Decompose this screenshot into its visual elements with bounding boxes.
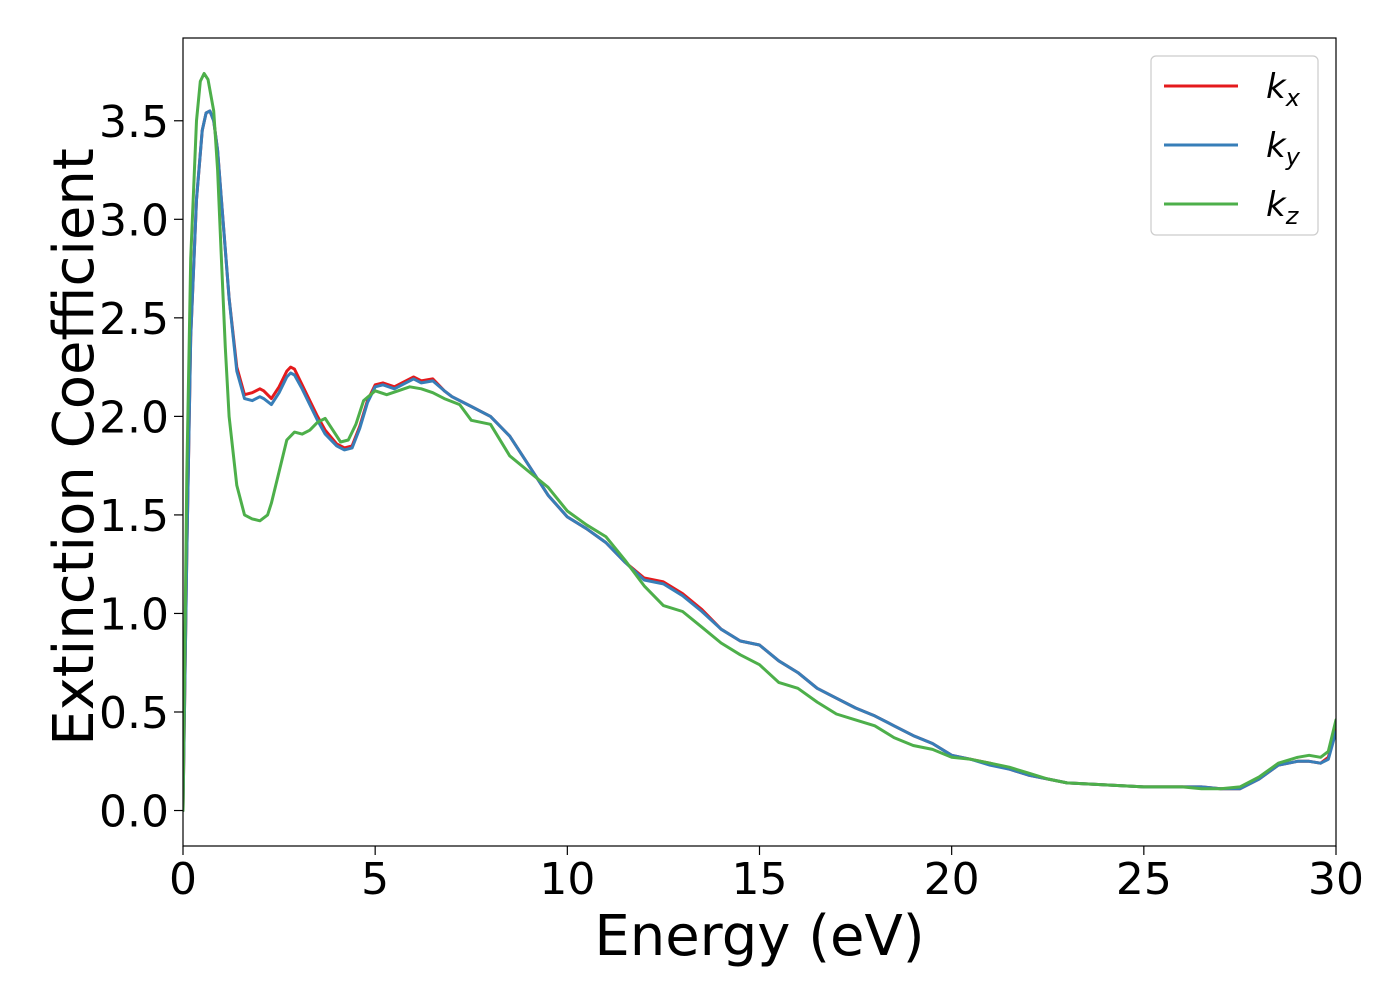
x-tick-label: 15 [732,854,788,905]
legend: kx ky kz [1150,55,1319,236]
x-tick-label: 20 [924,854,980,905]
y-tick-label: 1.5 [99,491,169,542]
y-tick-label: 2.0 [99,392,169,443]
series-layer [183,72,1336,812]
x-tick-label: 5 [361,854,389,905]
y-tick-label: 0.0 [99,787,169,838]
series-line-z [183,72,1336,812]
legend-label-y: ky [1266,126,1301,171]
x-axis: 0 5 10 15 20 25 30 [169,846,1364,905]
x-tick-label: 25 [1116,854,1172,905]
x-tick-label: 10 [539,854,595,905]
y-tick-label: 2.5 [99,294,169,345]
x-tick-label: 30 [1308,854,1364,905]
y-axis: 0.0 0.5 1.0 1.5 2.0 2.5 3.0 3.5 [99,97,183,838]
x-tick-label: 0 [169,854,197,905]
y-tick-label: 0.5 [99,688,169,739]
y-axis-label: Extinction Coefficient [42,148,107,746]
x-axis-label: Energy (eV) [594,904,924,969]
y-tick-label: 3.5 [99,97,169,148]
legend-label-z: kz [1266,185,1300,230]
y-tick-label: 1.0 [99,589,169,640]
legend-label-x: kx [1266,67,1301,112]
y-tick-label: 3.0 [99,195,169,246]
